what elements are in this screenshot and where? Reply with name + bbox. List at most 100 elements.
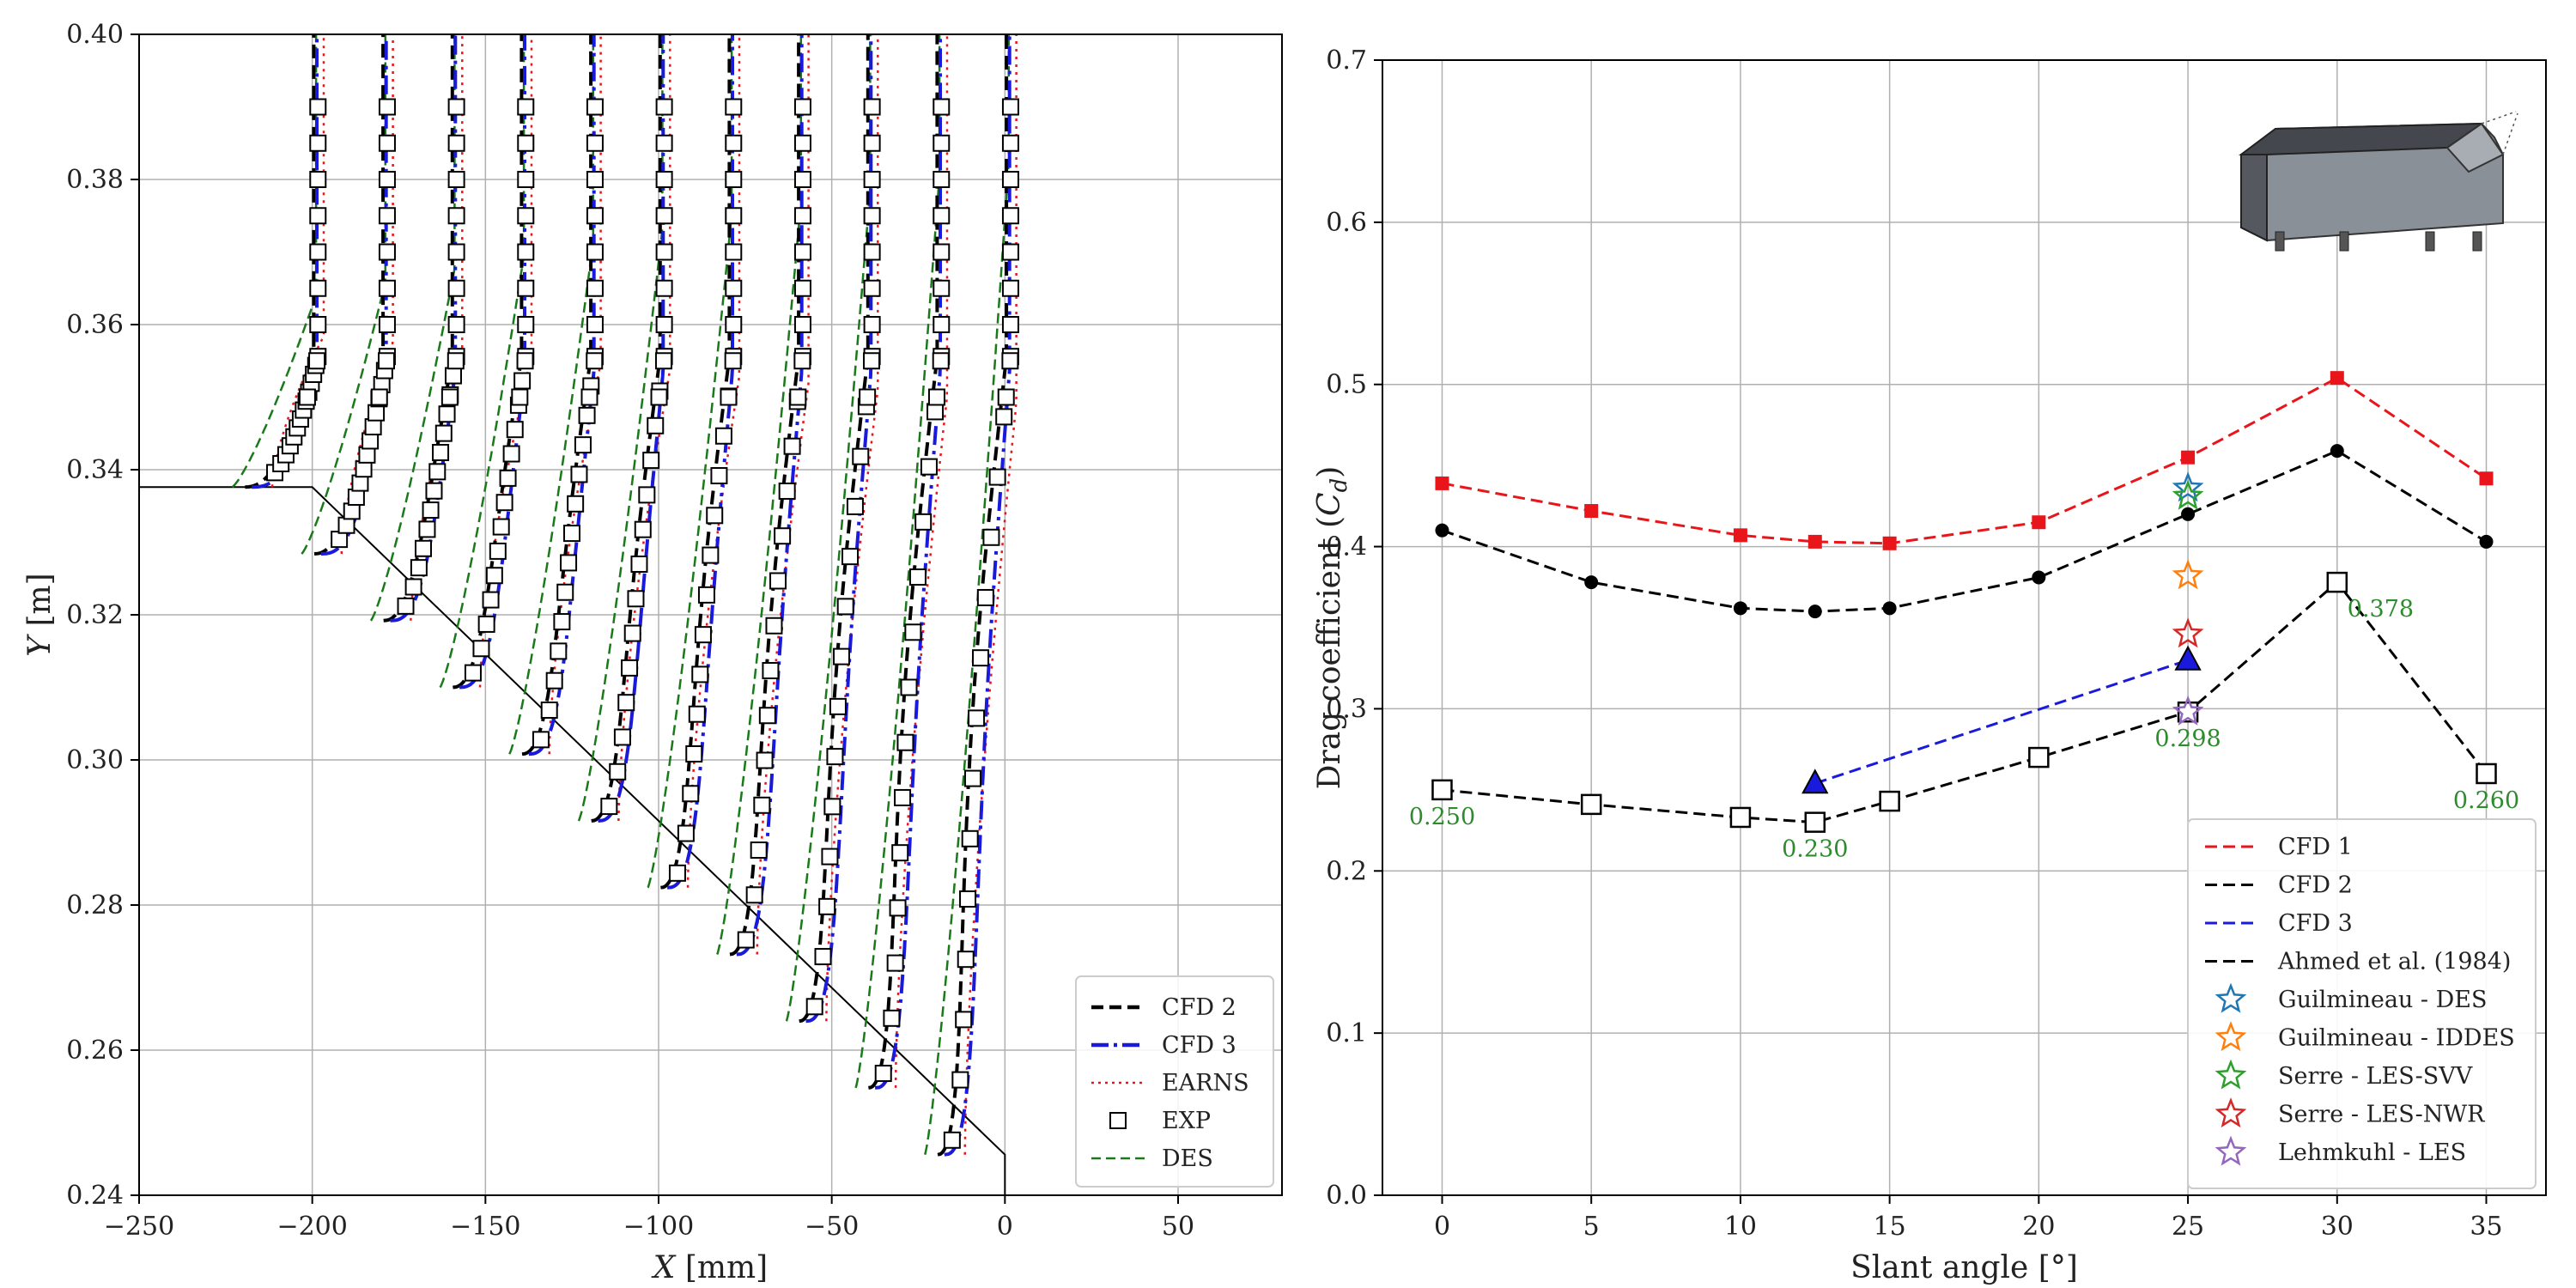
left-y-tick-label: 0.32 (66, 600, 124, 630)
exp-data-point (655, 279, 673, 297)
exp-data-point (655, 243, 673, 261)
exp-data-point (655, 98, 673, 116)
exp-data-point (995, 408, 1013, 426)
exp-data-point (1001, 243, 1019, 261)
exp-data-point (447, 207, 465, 225)
exp-data-point (517, 279, 535, 297)
left-y-ticks: 0.24 0.26 0.28 0.30 0.32 0.34 0.36 0.38 0.40 (66, 20, 139, 1211)
right-y-axis-label-prefix: Drag coefficient ( (1312, 516, 1347, 789)
exp-data-point (378, 98, 396, 116)
right-y-ticks: 0.0 0.1 0.2 0.3 0.4 0.5 0.6 0.7 (1326, 46, 1382, 1211)
exp-data-point (650, 388, 668, 406)
exp-data-point (920, 458, 938, 476)
exp-data-point (609, 762, 627, 781)
exp-data-point (933, 98, 951, 116)
cfd-2-point (2181, 507, 2196, 521)
ahmed-et-al-1984-point (2326, 571, 2348, 593)
exp-data-point (896, 733, 914, 751)
left-legend: CFD 2 CFD 3 EARNS EXP DES (1075, 975, 1274, 1188)
legend-star-icon (2215, 1135, 2247, 1166)
exp-data-point (821, 848, 839, 866)
exp-data-point (710, 467, 728, 485)
left-x-axis-var: X (651, 1250, 677, 1285)
exp-data-point (378, 243, 396, 261)
exp-data-point (1001, 279, 1019, 297)
cfd3-profile-line (598, 34, 665, 823)
ahmed-et-al-1984-point (1729, 806, 1752, 829)
exp-data-point (447, 279, 465, 297)
exp-data-point (889, 899, 907, 917)
exp-data-point (883, 1009, 901, 1027)
exp-data-point (343, 502, 361, 520)
exp-data-point (691, 665, 709, 683)
exp-data-point (685, 744, 703, 762)
exp-data-point (836, 598, 854, 616)
exp-data-point (309, 98, 327, 116)
exp-data-point (550, 642, 568, 660)
exp-data-point (358, 446, 376, 464)
annotation-label: 0.378 (2348, 596, 2414, 623)
car-front-face (2240, 154, 2268, 242)
exp-data-point (613, 728, 631, 746)
left-y-axis-unit: [m] (22, 573, 58, 636)
exp-data-point (464, 664, 482, 682)
exp-data-point (647, 416, 665, 434)
exp-data-point (477, 615, 495, 633)
exp-data-point (630, 555, 648, 573)
exp-data-point (1001, 352, 1019, 370)
data-annotations: 0.250 0.230 0.298 0.378 0.260 (1409, 596, 2519, 863)
legend-label: EARNS (1162, 1070, 1249, 1097)
exp-data-point (714, 427, 732, 445)
exp-data-point (495, 494, 513, 512)
exp-data-point (829, 697, 847, 715)
right-x-tick-label: 15 (1874, 1212, 1906, 1242)
exp-data-point (502, 445, 520, 463)
left-chart: −250 −200 −150 −100 −50 0 50 0.240.260.280.300… (22, 20, 1283, 1285)
exp-data-point (517, 171, 535, 188)
right-x-tick-label: 20 (2022, 1212, 2055, 1242)
right-x-tick-label: 35 (2470, 1212, 2502, 1242)
exp-data-point (586, 316, 604, 333)
legend-label: Guilmineau - IDDES (2278, 1025, 2515, 1052)
legend-label: CFD 3 (1162, 1032, 1236, 1059)
car-front-left-leg (2275, 231, 2285, 252)
exp-data-point (863, 207, 881, 225)
exp-data-point (642, 452, 660, 470)
reference-stars (2172, 471, 2204, 726)
exp-data-point (586, 279, 604, 297)
des-profile-line (854, 34, 941, 1089)
exp-data-point (370, 388, 388, 406)
exp-data-point (793, 352, 811, 370)
exp-data-point (378, 171, 396, 188)
exp-data-point (793, 316, 811, 333)
legend-star-icon (2215, 1097, 2247, 1128)
exp-data-point (943, 1131, 961, 1149)
exp-data-point (762, 662, 780, 679)
ahmed-et-al-1984-point (1580, 793, 1602, 816)
cfd3-profile-line (944, 34, 1012, 1157)
exp-data-point (933, 279, 951, 297)
exp-data-point (863, 134, 881, 152)
right-legend: CFD 1 CFD 2 CFD 3 Ahmed et al. (1984) Guilmi… (2187, 818, 2537, 1189)
exp-data-point (789, 388, 807, 406)
exp-data-point (863, 279, 881, 297)
exp-data-point (697, 586, 715, 604)
exp-data-point (418, 520, 436, 538)
exp-data-point (623, 624, 641, 642)
exp-data-point (976, 588, 994, 606)
legend-label: DES (1162, 1145, 1213, 1172)
cfd-1-point (1882, 536, 1897, 550)
left-y-tick-label: 0.28 (66, 890, 124, 920)
exp-data-point (567, 495, 585, 513)
exp-data-point (783, 437, 801, 455)
exp-data-point (422, 501, 440, 519)
exp-data-point (863, 98, 881, 116)
exp-data-point (447, 352, 465, 370)
exp-data-point (580, 388, 598, 406)
exp-data-point (720, 388, 738, 406)
exp-data-point (805, 998, 823, 1016)
right-y-tick-label: 0.0 (1326, 1181, 1367, 1211)
exp-data-point (425, 482, 443, 500)
exp-data-point (852, 447, 870, 465)
